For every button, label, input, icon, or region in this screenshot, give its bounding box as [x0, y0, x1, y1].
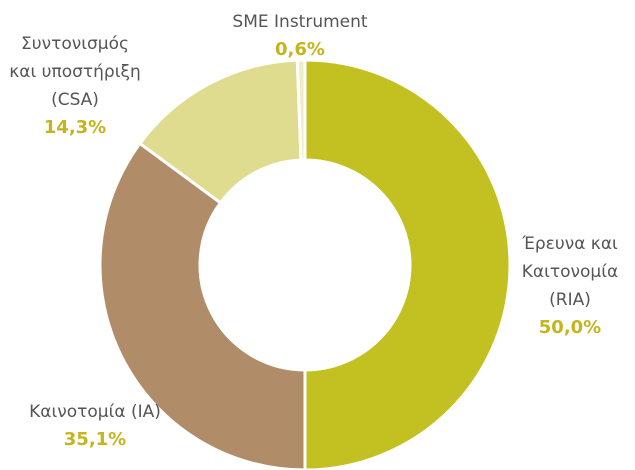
value-label: 14,3% [43, 117, 107, 138]
donut-segment [303, 58, 512, 470]
category-name: SME Instrument [232, 12, 368, 32]
category-name: Έρευνα και Καιτονομία (RIA) [521, 234, 619, 310]
donut-segment [98, 141, 307, 470]
value-label: 0,6% [275, 39, 325, 60]
category-name: Καινοτομία (IA) [29, 402, 161, 422]
value-label: 50,0% [538, 317, 602, 338]
slice-label: Συντονισμός και υποστήριξη (CSA) 14,3% [8, 30, 143, 142]
slice-label: Καινοτομία (IA) 35,1% [0, 398, 195, 454]
value-label: 35,1% [63, 429, 127, 450]
slice-label: Έρευνα και Καιτονομία (RIA) 50,0% [511, 230, 629, 342]
donut-segment [295, 58, 307, 162]
slice-label: SME Instrument 0,6% [200, 8, 400, 64]
category-name: Συντονισμός και υποστήριξη (CSA) [9, 34, 141, 110]
